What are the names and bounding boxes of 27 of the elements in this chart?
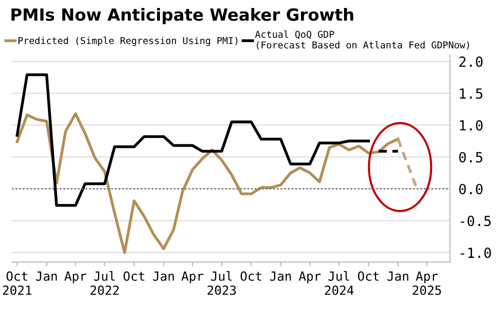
x-tick-label: Oct 2021 [3, 271, 32, 295]
x-tick-label: Jan [153, 272, 174, 281]
legend-label: Actual QoQ GDP (Forecast Based on Atlanta Fed GDPNow) [255, 30, 470, 50]
line-series [16, 112, 400, 254]
y-tick-label: -1.0 [460, 248, 491, 258]
x-tick-label: Oct [240, 271, 262, 281]
chart-title: PMIs Now Anticipate Weaker Growth [12, 8, 354, 24]
x-tick-label: Oct [124, 271, 144, 281]
x-tick-label: Apr 2025 [412, 272, 441, 295]
x-tick-label: Jul 2022 [90, 271, 119, 295]
legend-label: Predicted (Simple Regression Using PMI) [18, 36, 238, 46]
x-tick-label: Jul 2023 [208, 271, 236, 295]
x-tick-label: Jan [36, 272, 57, 281]
x-tick-label: Jan [270, 272, 291, 281]
x-tick-label: Apr [298, 272, 321, 284]
x-tick-label: Oct [358, 271, 379, 281]
y-tick-label: 0.0 [459, 184, 483, 194]
x-tick-label: Apr [64, 272, 86, 284]
y-tick-label: -0.5 [460, 216, 491, 226]
y-tick-label: 2.0 [459, 56, 483, 67]
y-tick-label: 1.5 [460, 88, 482, 99]
y-tick-label: 1.0 [460, 120, 483, 131]
y-tick-label: 0.5 [459, 152, 482, 162]
line-series [16, 73, 370, 207]
x-tick-label: Jul 2024 [324, 271, 354, 295]
x-tick-label: Jan [387, 272, 408, 281]
x-tick-label: Apr [181, 272, 204, 284]
